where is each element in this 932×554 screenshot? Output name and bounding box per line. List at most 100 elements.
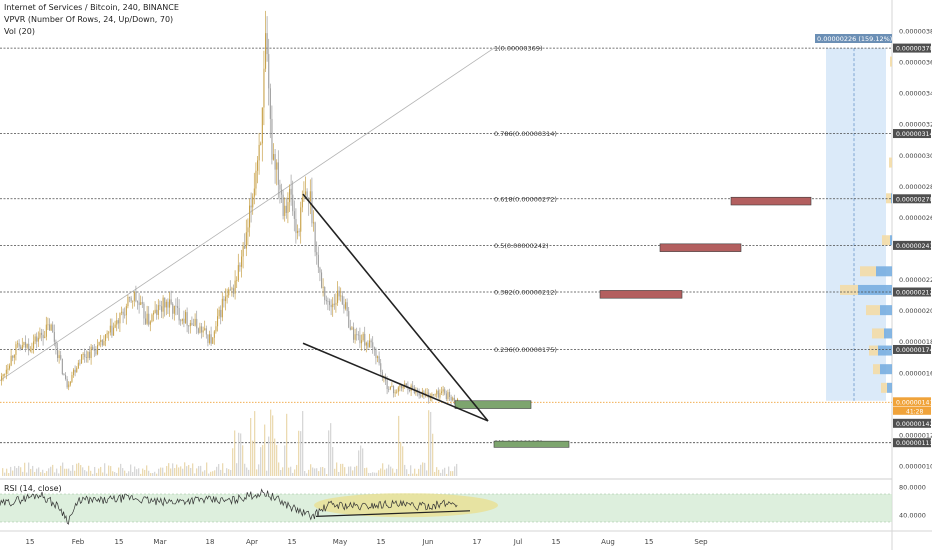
candle-body	[28, 343, 30, 351]
candle-body	[404, 383, 406, 387]
volume-bar	[258, 464, 260, 476]
time-tick-label: Aug	[601, 538, 615, 546]
candle-body	[322, 286, 324, 288]
target-box-sell[interactable]	[730, 196, 812, 206]
target-box-sell[interactable]	[659, 243, 742, 252]
time-axis[interactable]: 15 Feb 15 Mar 18 Apr 15 May 15 Jun 17 Jul 15 Aug 15 Sep	[26, 538, 709, 546]
candle-body	[71, 375, 73, 382]
candle-body	[327, 301, 329, 302]
volume-bar	[226, 468, 228, 476]
candle-body	[49, 324, 51, 331]
candle-body	[321, 272, 323, 288]
candle-body	[42, 334, 44, 339]
volume-bar	[84, 470, 86, 476]
candle-body	[225, 296, 227, 302]
chart-title: Internet of Services / Bitcoin, 240, BIN…	[4, 3, 179, 12]
candle-body	[409, 389, 411, 392]
candle-body	[402, 386, 404, 389]
candle-body	[348, 311, 350, 328]
candle-body	[181, 318, 183, 321]
candle-body	[439, 392, 441, 398]
candle-body	[87, 351, 89, 358]
candle-body	[81, 354, 83, 364]
candle-body	[63, 374, 65, 376]
candle-body	[234, 280, 236, 294]
volume-bar	[20, 467, 22, 476]
volume-bar	[416, 473, 418, 476]
candle-body	[229, 289, 231, 291]
candle-body	[345, 302, 347, 309]
volume-bar	[98, 468, 100, 476]
volume-legend[interactable]: Vol (20)	[4, 27, 35, 36]
target-boxes[interactable]	[454, 196, 812, 448]
candle-body	[434, 394, 436, 396]
wedge-lower-line[interactable]	[302, 342, 489, 422]
candle-body	[119, 312, 121, 324]
candle-body	[156, 309, 158, 315]
candle-body	[141, 302, 143, 304]
volume-bar	[112, 471, 114, 476]
candle-body	[17, 343, 19, 345]
volume-bar	[352, 470, 354, 476]
volume-bar	[14, 466, 16, 476]
drawings-layer[interactable]	[302, 193, 489, 422]
measure-range-area	[826, 48, 886, 401]
candle-body	[98, 342, 100, 346]
vpvr-legend[interactable]: VPVR (Number Of Rows, 24, Up/Down, 70)	[4, 15, 174, 24]
target-box-sell[interactable]	[599, 290, 683, 299]
candle-body	[148, 313, 150, 325]
candle-body	[309, 191, 311, 202]
candle-body	[92, 346, 94, 350]
volume-bar	[154, 471, 156, 476]
candle-body	[273, 154, 275, 160]
candle-body	[101, 339, 103, 346]
candle-body	[297, 230, 299, 234]
volume-bar	[198, 466, 200, 476]
volume-bar	[348, 466, 350, 476]
candle-body	[12, 355, 14, 358]
candle-body	[354, 334, 356, 340]
candle-body	[260, 143, 262, 145]
volume-bar	[304, 471, 306, 476]
volume-bar	[326, 473, 328, 476]
target-box-buy[interactable]	[454, 400, 532, 409]
candle-body	[4, 373, 6, 375]
target-box-buy[interactable]	[493, 440, 570, 448]
volume-bar	[406, 469, 408, 476]
volume-bar	[396, 468, 398, 476]
volume-bar	[292, 472, 294, 476]
fib-axis-tag	[893, 43, 931, 53]
volume-bar	[434, 471, 436, 476]
wedge-upper-line[interactable]	[302, 193, 489, 422]
time-tick-label: 15	[552, 538, 561, 546]
candle-body	[215, 326, 217, 332]
candle-body	[7, 368, 9, 370]
countdown-tag	[893, 406, 931, 415]
fib-trend-line[interactable]	[0, 47, 495, 381]
volume-bar	[220, 469, 222, 476]
volume-bar	[86, 471, 88, 476]
time-tick-label: Jun	[422, 538, 434, 546]
candle-body	[441, 391, 443, 393]
vpvr-bar-down	[880, 364, 892, 375]
volume-bar	[234, 430, 236, 476]
line-price-tag-label: 0.00000142	[896, 421, 932, 428]
rsi-legend[interactable]: RSI (14, close)	[4, 484, 62, 493]
candle-body	[138, 302, 140, 306]
candle-body	[377, 356, 379, 358]
vpvr-bar-down	[891, 193, 892, 204]
volume-bar	[206, 462, 208, 476]
volume-bar	[432, 433, 434, 476]
candle-body	[389, 386, 391, 390]
price-axis[interactable]: 80.0000 40.0000 0.00000380 0.00000360 0.0000…	[893, 28, 932, 520]
candle-body	[165, 301, 167, 308]
candle-body	[169, 299, 171, 308]
price-tick-label: 0.00000220	[899, 276, 932, 284]
candle-body	[281, 189, 283, 195]
volume-bar	[364, 468, 366, 476]
candle-body	[353, 327, 355, 340]
volume-bar	[244, 463, 246, 476]
volume-bar	[452, 471, 454, 476]
